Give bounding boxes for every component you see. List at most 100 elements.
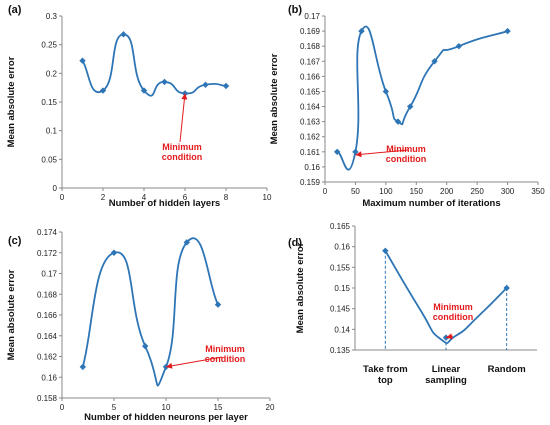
y-tick-label: 0.168: [300, 42, 321, 51]
y-tick-label: 0.167: [300, 57, 321, 66]
category-label: sampling: [425, 375, 467, 386]
data-point: [352, 148, 359, 156]
data-point: [110, 249, 118, 256]
x-tick-label: 250: [470, 187, 484, 196]
series-line: [336, 25, 508, 171]
data-point: [99, 87, 107, 94]
annotation-text: condition: [386, 154, 427, 164]
data-point: [455, 42, 463, 50]
data-point: [222, 82, 230, 90]
x-tick-label: 6: [183, 193, 188, 202]
y-axis-title: Mean absolute error: [295, 242, 306, 333]
x-tick-label: 10: [263, 193, 272, 202]
y-tick-label: 0.174: [37, 228, 58, 237]
data-point: [161, 78, 168, 86]
x-tick-label: 2: [101, 193, 106, 202]
data-point: [181, 90, 189, 97]
data-point: [407, 103, 414, 110]
y-tick-label: 0.155: [330, 263, 351, 272]
data-point: [214, 301, 222, 308]
y-axis-title: Mean absolute error: [6, 269, 17, 360]
y-tick-label: 0.3: [46, 12, 58, 21]
annotation-arrow-head: [355, 151, 362, 158]
annotation-text: condition: [162, 152, 203, 162]
y-tick-label: 0.161: [300, 148, 321, 157]
panel-label: (b): [288, 4, 302, 16]
data-point: [79, 57, 86, 64]
y-tick-label: 0.166: [37, 311, 58, 320]
annotation-text: Minimum: [205, 344, 245, 354]
series-line: [81, 33, 227, 97]
x-tick-label: 4: [142, 193, 147, 202]
series-line: [384, 250, 508, 345]
y-axis-title: Mean absolute error: [6, 56, 17, 147]
chart-panel-1: (a) 0 0.05 0.1 0.15 0.2 0.25 0.3 0 2 4 6 8 10 Number o…: [6, 4, 272, 209]
annotation-arrow-head: [181, 93, 188, 100]
x-tick-label: 0: [60, 403, 65, 412]
panel-label: (c): [8, 235, 22, 247]
x-axis-title: Number of hidden layers: [109, 198, 220, 209]
series-line: [81, 237, 219, 387]
y-tick-label: 0.15: [41, 98, 57, 107]
annotation-text: Minimum: [162, 142, 202, 152]
x-tick-label: 15: [214, 403, 223, 412]
y-tick-label: 0.25: [41, 41, 57, 50]
y-tick-label: 0.05: [41, 155, 57, 164]
y-tick-label: 0.16: [41, 373, 57, 382]
category-label: top: [378, 375, 393, 386]
chart-panel-2: (b) 0.159 0.16 0.161 0.162 0.163 0.164 0.165 0.1…: [269, 4, 545, 209]
annotation-text: condition: [205, 354, 246, 364]
y-tick-label: 0.164: [300, 103, 321, 112]
annotation-arrow-head: [166, 362, 173, 369]
data-point: [503, 284, 510, 292]
y-tick-label: 0.162: [37, 353, 58, 362]
y-tick-label: 0.164: [37, 332, 58, 341]
annotation-text: Minimum: [433, 302, 473, 312]
y-tick-label: 0: [53, 184, 58, 193]
x-axis-title: Maximum number of iterations: [362, 198, 500, 209]
x-tick-label: 50: [351, 187, 360, 196]
y-tick-label: 0.166: [300, 72, 321, 81]
y-tick-label: 0.2: [46, 69, 58, 78]
x-axis-title: Number of hidden neurons per layer: [84, 412, 248, 423]
x-tick-label: 0: [60, 193, 65, 202]
y-tick-label: 0.165: [300, 87, 321, 96]
x-tick-label: 200: [440, 187, 454, 196]
y-tick-label: 0.158: [37, 394, 58, 403]
annotation-text: condition: [433, 312, 474, 322]
panel-label: (d): [288, 237, 302, 249]
data-point: [382, 88, 390, 95]
category-label: Linear: [432, 364, 461, 375]
y-tick-label: 0.16: [334, 243, 350, 252]
category-label: Take from: [363, 364, 408, 375]
data-point: [79, 363, 86, 371]
y-tick-label: 0.14: [334, 325, 350, 334]
y-tick-label: 0.17: [304, 12, 320, 21]
data-point: [394, 118, 402, 125]
annotation-arrow-head: [446, 333, 453, 340]
annotation-text: Minimum: [386, 144, 426, 154]
y-tick-label: 0.159: [300, 178, 321, 187]
y-tick-label: 0.162: [300, 133, 321, 142]
annotation-arrow: [179, 93, 186, 143]
y-tick-label: 0.1: [46, 127, 58, 136]
y-tick-label: 0.145: [330, 305, 351, 314]
x-tick-label: 150: [410, 187, 424, 196]
x-tick-label: 350: [531, 187, 545, 196]
y-tick-label: 0.169: [300, 27, 321, 36]
data-point: [120, 31, 127, 38]
data-point: [140, 87, 148, 94]
x-tick-label: 0: [323, 187, 328, 196]
x-tick-label: 10: [162, 403, 171, 412]
data-point: [142, 342, 149, 350]
data-point: [202, 81, 209, 88]
data-point: [382, 247, 389, 254]
category-label: Random: [488, 364, 526, 375]
y-tick-label: 0.168: [37, 290, 58, 299]
data-point: [431, 58, 438, 65]
x-tick-label: 100: [379, 187, 393, 196]
x-tick-label: 5: [112, 403, 117, 412]
data-point: [183, 239, 190, 246]
